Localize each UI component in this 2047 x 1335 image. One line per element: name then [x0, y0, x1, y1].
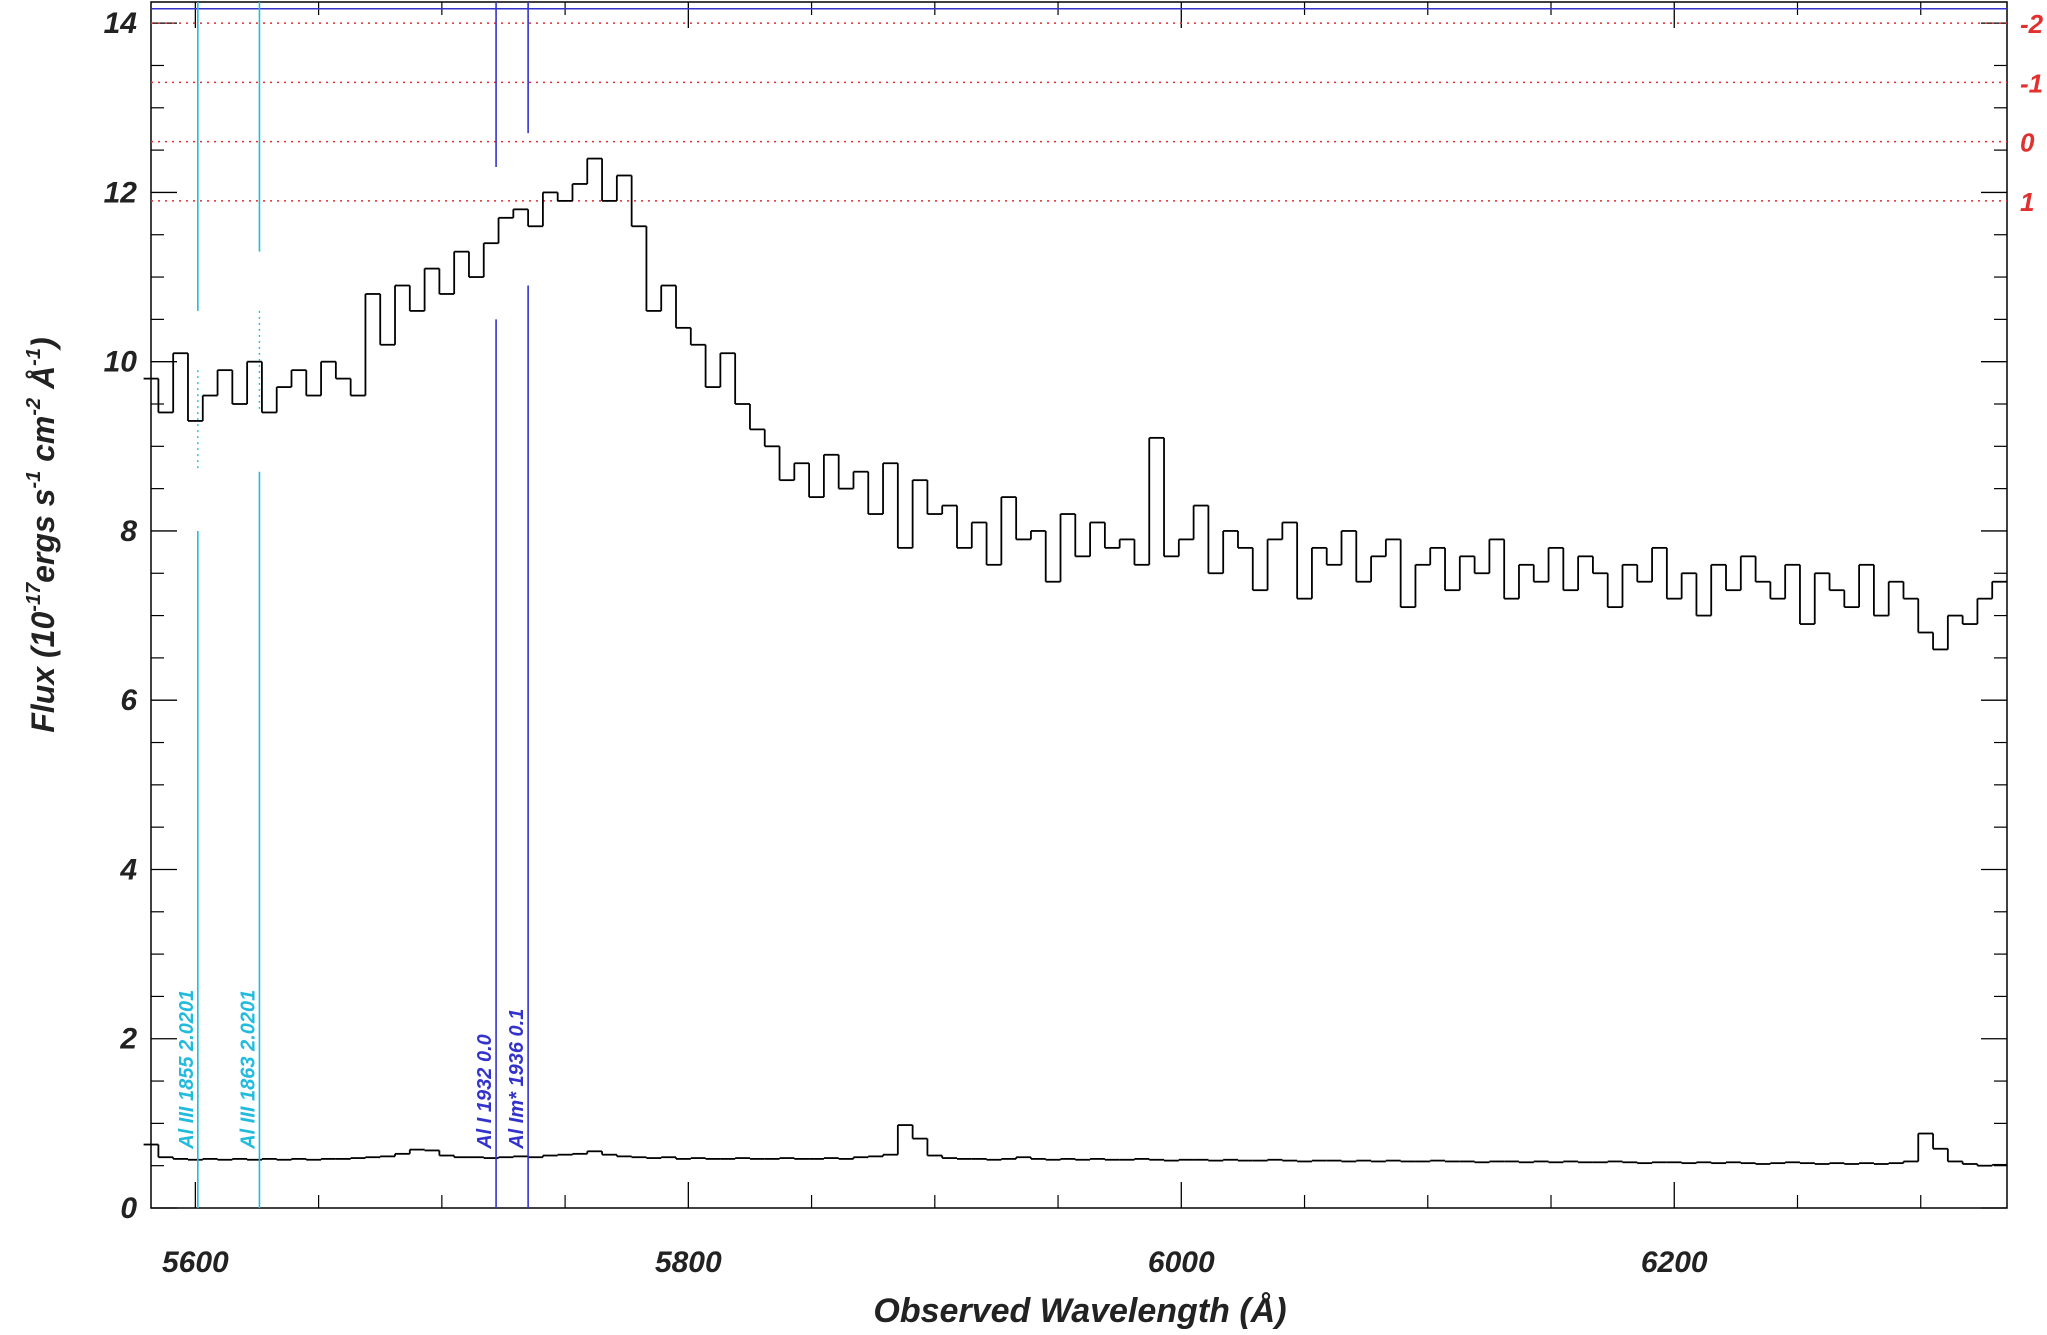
x-tick-label: 5600 — [162, 1246, 229, 1279]
y-label-part: Flux (10 — [25, 612, 61, 733]
y-tick-label: 12 — [104, 176, 138, 209]
y-label-part: -1 — [23, 471, 45, 489]
y-tick-label: 8 — [120, 515, 137, 548]
marker-label: Al Im* 1936 0.1 — [506, 1009, 528, 1150]
y-tick-label: 0 — [120, 1192, 137, 1225]
marker-label: Al III 1863 2.0201 — [237, 990, 259, 1150]
y-label-part: -1 — [23, 348, 45, 366]
plot-frame — [150, 1, 2008, 1209]
reference-label: -2 — [2020, 9, 2044, 39]
x-axis-label: Observed Wavelength (Å) — [873, 1292, 1286, 1330]
y-label-part: -2 — [23, 398, 45, 416]
reference-label: -1 — [2020, 68, 2043, 98]
y-tick-label: 6 — [120, 684, 137, 717]
y-label-part: ergs s — [25, 489, 61, 583]
marker-label: Al I 1932 0.0 — [474, 1034, 496, 1150]
y-tick-label: 14 — [104, 7, 138, 40]
reference-label: 0 — [2020, 128, 2035, 158]
y-label-part: -17 — [23, 582, 45, 612]
marker-label: Al III 1855 2.0201 — [176, 990, 198, 1150]
y-label-part: ) — [25, 337, 61, 351]
y-tick-label: 2 — [119, 1023, 137, 1056]
x-tick-label: 5800 — [655, 1246, 722, 1279]
y-axis-label: Flux (10-17ergs s-1 cm-2 Å-1) — [23, 337, 61, 732]
y-tick-label: 10 — [104, 346, 138, 379]
x-tick-label: 6000 — [1148, 1246, 1215, 1279]
x-tick-label: 6200 — [1641, 1246, 1708, 1279]
y-tick-label: 4 — [119, 853, 137, 886]
y-label-part: Å — [25, 366, 61, 398]
reference-label: 1 — [2020, 187, 2034, 217]
y-label-part: cm — [25, 416, 61, 471]
